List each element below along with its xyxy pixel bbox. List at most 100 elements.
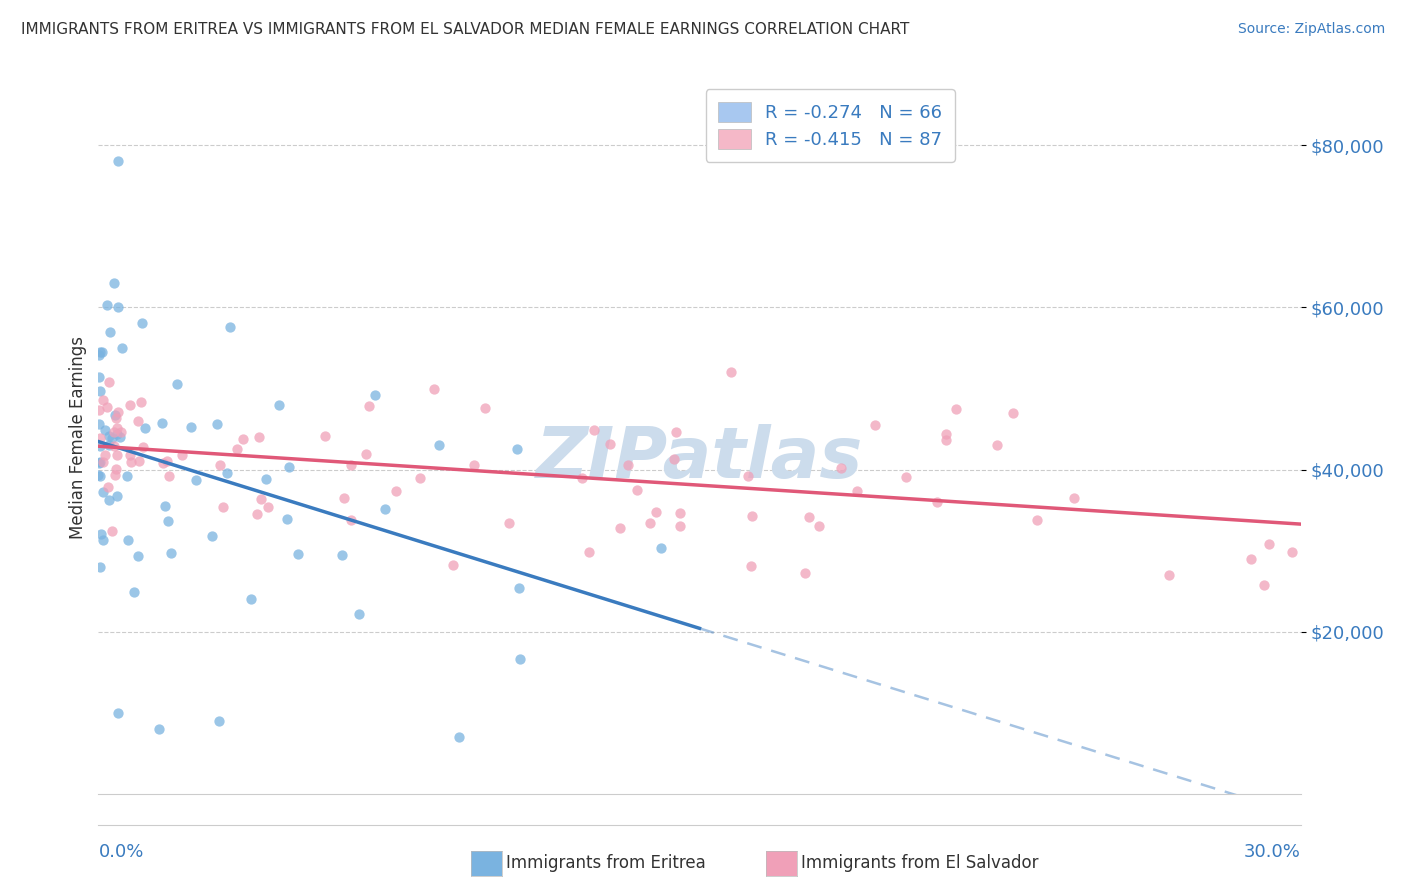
Point [269,399,291,413]
Point [578,545,600,559]
Text: Source: ZipAtlas.com: Source: ZipAtlas.com [1237,22,1385,37]
Point [582,423,605,437]
Point [357,399,380,413]
Point [599,437,621,451]
Point [180,419,202,434]
Point [896,470,918,484]
Point [127,549,149,563]
Point [441,558,464,572]
Point [156,453,179,467]
Point [159,545,181,559]
Text: Immigrants from El Salvador: Immigrants from El Salvador [801,855,1039,872]
Point [333,491,356,506]
Text: 30.0%: 30.0% [1244,843,1301,861]
Point [89,384,111,398]
Point [935,427,957,442]
Point [314,429,336,443]
Point [120,398,142,412]
Point [107,154,129,169]
Point [474,401,496,416]
Point [508,581,530,595]
Point [131,440,153,454]
Point [89,439,111,453]
Point [447,730,470,744]
Point [257,500,280,514]
Point [101,431,124,445]
Point [91,484,114,499]
Point [89,431,111,445]
Point [104,468,127,483]
Point [498,516,520,530]
Point [105,489,128,503]
Point [986,438,1008,452]
Point [665,425,688,440]
Point [103,425,125,439]
Point [278,459,301,474]
Point [226,442,249,457]
Point [89,527,111,541]
Point [925,495,948,509]
Point [152,456,174,470]
Point [239,592,262,607]
Text: 0.0%: 0.0% [98,843,143,861]
Point [935,433,957,447]
Point [215,466,238,480]
Point [157,469,180,483]
Point [107,301,129,315]
Point [1240,551,1263,566]
Point [218,320,240,334]
Point [184,473,207,487]
Point [87,348,110,362]
Point [609,521,631,535]
Point [349,607,371,621]
Point [571,471,593,485]
Point [98,376,121,390]
Point [1063,491,1085,506]
Point [87,456,110,470]
Point [364,388,387,402]
Point [385,484,408,499]
Point [249,492,271,507]
Point [427,438,450,452]
Point [87,417,110,431]
Point [807,519,830,533]
Point [463,458,485,473]
Point [148,722,170,736]
Point [122,585,145,599]
Point [232,432,254,446]
Point [662,452,685,467]
Point [134,421,156,435]
Text: IMMIGRANTS FROM ERITREA VS IMMIGRANTS FROM EL SALVADOR MEDIAN FEMALE EARNINGS CO: IMMIGRANTS FROM ERITREA VS IMMIGRANTS FR… [21,22,910,37]
Point [332,548,354,562]
Point [626,483,648,498]
Point [740,558,762,573]
Point [153,499,176,513]
Point [247,430,270,444]
Point [737,468,759,483]
Point [287,547,309,561]
Point [87,370,110,384]
Point [150,417,173,431]
Point [107,706,129,720]
Point [845,484,868,499]
Point [128,454,150,468]
Point [103,439,125,453]
Point [166,377,188,392]
Point [506,442,529,457]
Point [108,430,131,444]
Point [1257,537,1279,551]
Point [720,365,742,379]
Point [91,533,114,547]
Point [246,507,269,521]
Point [640,516,662,530]
Point [129,394,152,409]
Legend: R = -0.274   N = 66, R = -0.415   N = 87: R = -0.274 N = 66, R = -0.415 N = 87 [706,89,955,161]
Point [104,408,127,422]
Point [91,392,114,407]
Point [94,448,117,462]
Point [97,492,120,507]
Point [201,528,224,542]
Point [340,458,363,472]
Point [89,560,111,574]
Point [339,513,361,527]
